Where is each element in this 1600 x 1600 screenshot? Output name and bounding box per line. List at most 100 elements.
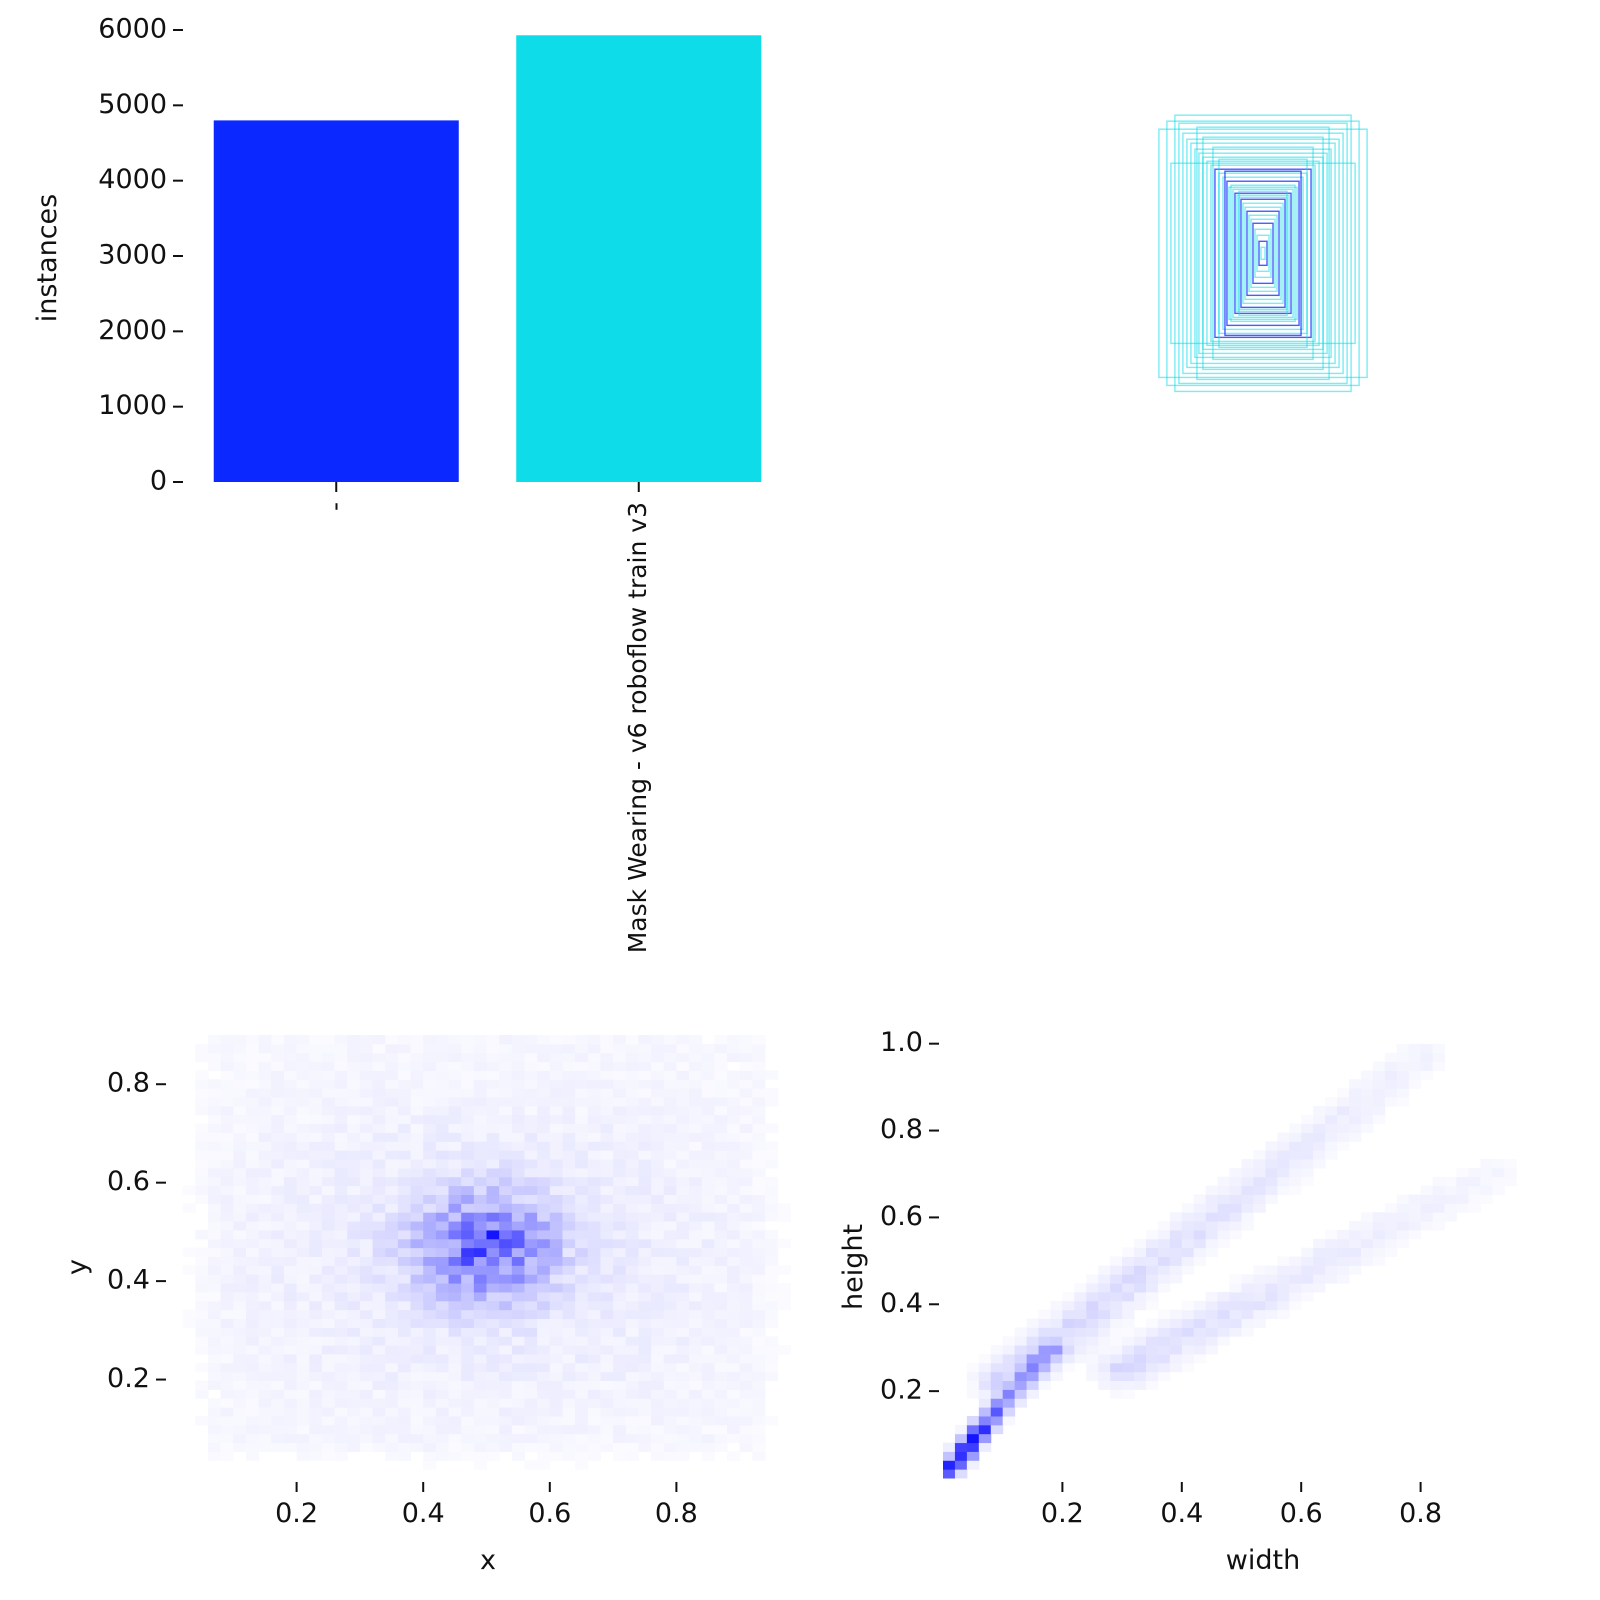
size-heatmap-cell: [978, 1415, 992, 1426]
label-box-27: [1256, 234, 1270, 273]
center-heatmap-cell: [689, 1194, 703, 1204]
center-heatmap-cell: [195, 1079, 209, 1089]
center-heatmap-cell: [435, 1318, 450, 1328]
center-heatmap-cell: [739, 1238, 753, 1249]
center-heatmap-cell: [207, 1336, 222, 1346]
center-heatmap-cell: [283, 1061, 298, 1071]
size-heatmap-cell: [1169, 1345, 1183, 1355]
center-heatmap-cell: [283, 1256, 298, 1266]
size-heatmap-cell: [1337, 1229, 1350, 1240]
center-heatmap-cell: [245, 1451, 260, 1461]
size-heatmap-cell: [1145, 1238, 1159, 1249]
center-heatmap-cell: [549, 1256, 563, 1266]
center-heatmap-cell: [423, 1371, 437, 1382]
center-heatmap-cell: [245, 1424, 260, 1435]
center-heatmap-cell: [283, 1159, 298, 1169]
center-heatmap-cell: [625, 1141, 639, 1151]
center-heatmap-cell: [651, 1309, 665, 1320]
center-heatmap-cell: [385, 1194, 399, 1204]
center-heatmap-cell: [613, 1132, 627, 1142]
center-heatmap-cell: [537, 1123, 551, 1133]
size-heatmap-cell: [1396, 1043, 1410, 1054]
size-heatmap-cell: [1145, 1265, 1159, 1275]
center-heatmap-cell: [233, 1283, 247, 1293]
center-heatmap-cell: [638, 1424, 652, 1435]
center-heatmap-cell: [321, 1371, 336, 1382]
size-distribution-x-tick-label-0: 0.2: [1041, 1498, 1084, 1529]
center-heatmap-cell: [499, 1123, 513, 1133]
center-heatmap-cell: [347, 1415, 361, 1426]
center-heatmap-cell: [701, 1291, 715, 1302]
center-heatmap-cell: [714, 1300, 728, 1311]
center-heatmap-cell: [676, 1389, 690, 1399]
center-heatmap-cell: [562, 1212, 576, 1222]
center-heatmap-cell: [625, 1415, 639, 1426]
center-heatmap-cell: [638, 1203, 652, 1213]
size-heatmap-cell: [1432, 1212, 1445, 1222]
center-heatmap-cell: [435, 1176, 450, 1187]
center-heatmap-cell: [625, 1079, 639, 1089]
center-heatmap-cell: [663, 1167, 677, 1178]
center-heatmap-cell: [385, 1185, 399, 1195]
center-heatmap-cell: [334, 1238, 348, 1249]
size-heatmap-cell: [1289, 1123, 1302, 1133]
center-heatmap-cell: [258, 1061, 272, 1071]
center-heatmap-cell: [701, 1353, 715, 1364]
center-heatmap-cell: [524, 1460, 538, 1470]
center-heatmap-cell: [701, 1256, 715, 1266]
size-heatmap-cell: [1289, 1283, 1302, 1293]
size-heatmap-cell: [1122, 1353, 1135, 1364]
center-heatmap-cell: [651, 1327, 665, 1337]
center-heatmap-cell: [334, 1079, 348, 1089]
center-heatmap-cell: [752, 1398, 766, 1408]
center-heatmap-cell: [347, 1167, 361, 1178]
size-heatmap-cell: [1062, 1327, 1075, 1337]
center-heatmap-cell: [435, 1451, 450, 1461]
center-heatmap-cell: [638, 1415, 652, 1426]
center-heatmap-cell: [435, 1247, 450, 1257]
center-heatmap-cell: [220, 1451, 234, 1461]
center-heatmap-cell: [385, 1291, 399, 1302]
center-heatmap-cell: [625, 1061, 639, 1071]
center-heatmap-cell: [562, 1229, 576, 1240]
center-heatmap-cell: [511, 1105, 525, 1116]
center-heatmap-cell: [245, 1159, 260, 1169]
center-heatmap-cell: [600, 1185, 614, 1195]
center-heatmap-cell: [752, 1159, 766, 1169]
center-heatmap-cell: [233, 1415, 247, 1426]
center-heatmap-cell: [448, 1114, 462, 1125]
center-heatmap-cell: [499, 1407, 513, 1417]
center-heatmap-cell: [537, 1203, 551, 1213]
center-heatmap-cell: [511, 1362, 525, 1373]
center-heatmap-cell: [271, 1035, 285, 1045]
center-heatmap-cell: [385, 1415, 399, 1426]
center-heatmap-cell: [524, 1123, 538, 1133]
center-heatmap-cell: [397, 1407, 412, 1417]
center-heatmap-cell: [271, 1380, 285, 1390]
center-heatmap-cell: [397, 1194, 412, 1204]
center-heatmap-cell: [587, 1141, 601, 1151]
center-heatmap-cell: [220, 1238, 234, 1249]
size-heatmap-cell: [966, 1415, 980, 1426]
center-distribution-x-tick-label-0: 0.2: [275, 1498, 318, 1529]
size-heatmap-cell: [1002, 1389, 1016, 1399]
center-heatmap-cell: [511, 1291, 525, 1302]
center-heatmap-cell: [625, 1442, 639, 1452]
center-heatmap-cell: [220, 1247, 234, 1257]
center-heatmap-cell: [562, 1327, 576, 1337]
center-heatmap-cell: [372, 1123, 386, 1133]
center-heatmap-cell: [296, 1247, 310, 1257]
center-heatmap-cell: [385, 1150, 399, 1160]
center-heatmap-cell: [448, 1070, 462, 1080]
center-heatmap-cell: [638, 1300, 652, 1311]
center-heatmap-cell: [258, 1371, 272, 1382]
center-heatmap-cell: [423, 1398, 437, 1408]
center-heatmap-cell: [435, 1238, 450, 1249]
center-heatmap-cell: [220, 1407, 234, 1417]
center-heatmap-cell: [511, 1203, 525, 1213]
size-heatmap-cell: [1301, 1265, 1314, 1275]
center-heatmap-cell: [473, 1079, 487, 1089]
size-heatmap-cell: [1432, 1194, 1445, 1204]
center-heatmap-cell: [727, 1318, 741, 1328]
center-heatmap-cell: [372, 1212, 386, 1222]
